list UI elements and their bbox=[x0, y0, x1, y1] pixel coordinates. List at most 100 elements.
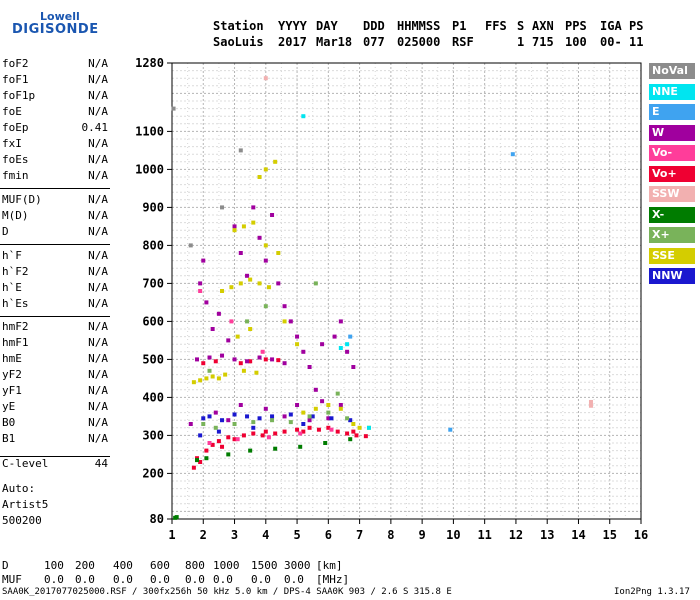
legend-item: SSE bbox=[649, 247, 695, 264]
param-name: foEs bbox=[2, 153, 29, 166]
data-point-x bbox=[248, 448, 253, 453]
data-point-x bbox=[348, 437, 353, 442]
param-name: D bbox=[2, 225, 9, 238]
data-point-sse bbox=[263, 167, 268, 172]
param-row: hmE N/A bbox=[2, 352, 108, 366]
param-value: N/A bbox=[88, 105, 108, 118]
data-point-nnw bbox=[198, 433, 203, 438]
x-tick-label: 12 bbox=[509, 528, 523, 542]
data-point-sse bbox=[223, 372, 228, 377]
header-label: S bbox=[517, 19, 525, 33]
header-label: PS bbox=[629, 19, 644, 33]
legend-item: NNE bbox=[649, 83, 695, 100]
data-point-vo bbox=[263, 357, 268, 362]
data-point-noval bbox=[171, 106, 176, 111]
data-point-x bbox=[213, 425, 218, 430]
data-point-w bbox=[301, 349, 306, 354]
separator-line bbox=[0, 316, 110, 317]
param-name: yF1 bbox=[2, 384, 22, 397]
param-name: foF1p bbox=[2, 89, 36, 102]
data-point-sse bbox=[216, 376, 221, 381]
param-name: hmF1 bbox=[2, 336, 29, 349]
footer-row-label: MUF bbox=[2, 573, 22, 586]
separator-line bbox=[0, 244, 110, 245]
data-point-sse bbox=[248, 277, 253, 282]
data-point-vo bbox=[213, 359, 218, 364]
data-point-w bbox=[232, 224, 237, 229]
separator-line bbox=[0, 456, 110, 457]
data-point-w bbox=[282, 361, 287, 366]
param-row: hmF2 N/A bbox=[2, 320, 108, 334]
data-point-vo bbox=[226, 435, 231, 440]
data-point-sse bbox=[198, 378, 203, 383]
data-point-sse bbox=[326, 403, 331, 407]
data-point-w bbox=[320, 342, 325, 347]
footer-cell: 0.0 bbox=[284, 573, 304, 586]
data-point-nne bbox=[366, 425, 371, 430]
data-point-sse bbox=[254, 370, 259, 375]
data-point-vo bbox=[301, 429, 306, 434]
data-point-sse bbox=[357, 425, 362, 430]
y-tick-label: 200 bbox=[142, 466, 164, 480]
data-point-x bbox=[251, 420, 256, 425]
param-name: h`E bbox=[2, 281, 22, 294]
data-point-sse bbox=[191, 380, 196, 385]
data-point-vo bbox=[282, 429, 287, 434]
data-point-noval bbox=[220, 205, 225, 210]
x-tick-label: 8 bbox=[387, 528, 394, 542]
param-value: N/A bbox=[88, 193, 108, 206]
header-value: 100 bbox=[565, 35, 587, 49]
header-label: P1 bbox=[452, 19, 467, 33]
footer-cell: 3000 bbox=[284, 559, 311, 572]
param-value: N/A bbox=[88, 249, 108, 262]
data-point-w bbox=[307, 418, 312, 423]
param-row: yF2 N/A bbox=[2, 368, 108, 382]
data-point-sse bbox=[295, 342, 300, 347]
footer-cell: 200 bbox=[75, 559, 95, 572]
x-tick-label: 1 bbox=[168, 528, 175, 542]
data-point-nnw bbox=[220, 418, 225, 423]
param-name: foE bbox=[2, 105, 22, 118]
header-label: Station bbox=[213, 19, 264, 33]
legend-item: W bbox=[649, 124, 695, 141]
param-name: MUF(D) bbox=[2, 193, 42, 206]
data-point-sse bbox=[276, 251, 281, 255]
auto-artist: Artist5 bbox=[2, 498, 49, 511]
data-point-vo bbox=[260, 349, 265, 354]
x-tick-label: 7 bbox=[356, 528, 363, 542]
param-value: N/A bbox=[88, 281, 108, 294]
data-point-w bbox=[320, 399, 325, 404]
header-label: DAY bbox=[316, 19, 338, 33]
data-point-vo bbox=[191, 465, 196, 470]
param-row: foE N/A bbox=[2, 105, 108, 119]
data-point-noval bbox=[188, 243, 193, 248]
data-point-w bbox=[257, 355, 262, 360]
data-point-vo bbox=[210, 442, 215, 447]
header-value: Mar18 bbox=[316, 35, 353, 49]
data-point-vo bbox=[260, 433, 265, 438]
header-value: SaoLuis bbox=[213, 35, 264, 49]
data-point-nnw bbox=[232, 412, 237, 417]
footer-cell: 1500 bbox=[251, 559, 278, 572]
data-point-vo bbox=[241, 433, 246, 438]
y-tick-label: 1280 bbox=[135, 56, 164, 70]
y-tick-label: 600 bbox=[142, 314, 164, 328]
data-point-x bbox=[307, 414, 312, 419]
legend-item: Vo+ bbox=[649, 165, 695, 182]
data-point-sse bbox=[263, 243, 268, 248]
data-point-nnw bbox=[329, 416, 334, 421]
param-name: hmE bbox=[2, 352, 22, 365]
footer-cell: 0.0 bbox=[75, 573, 95, 586]
param-row: h`E N/A bbox=[2, 281, 108, 295]
data-point-nnw bbox=[251, 425, 256, 430]
data-point-sse bbox=[241, 224, 246, 229]
data-point-nnw bbox=[201, 416, 206, 421]
data-point-w bbox=[204, 300, 209, 305]
footer-cell: 400 bbox=[113, 559, 133, 572]
y-tick-label: 300 bbox=[142, 428, 164, 442]
data-point-nnw bbox=[288, 412, 293, 417]
legend-item: E bbox=[649, 104, 695, 120]
param-name: h`F bbox=[2, 249, 22, 262]
param-value: N/A bbox=[88, 368, 108, 381]
